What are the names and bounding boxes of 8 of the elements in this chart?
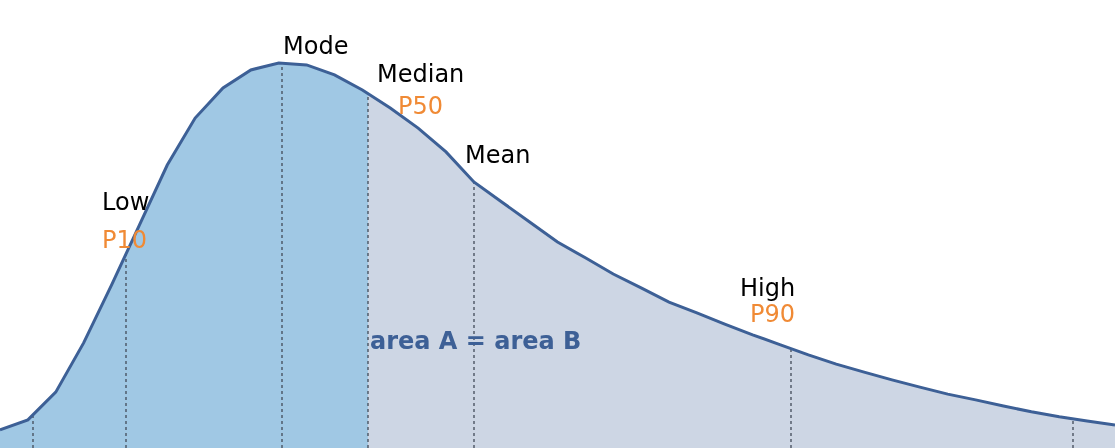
annotation: P90 xyxy=(750,300,796,328)
text: Mode xyxy=(283,32,349,60)
annotation: High xyxy=(740,274,796,302)
annotation: P50 xyxy=(398,92,444,120)
annotation: Low xyxy=(102,188,150,216)
annotation: area A = area B xyxy=(370,327,582,355)
annotation: Mean xyxy=(465,141,531,169)
annotation: Median xyxy=(377,60,465,88)
